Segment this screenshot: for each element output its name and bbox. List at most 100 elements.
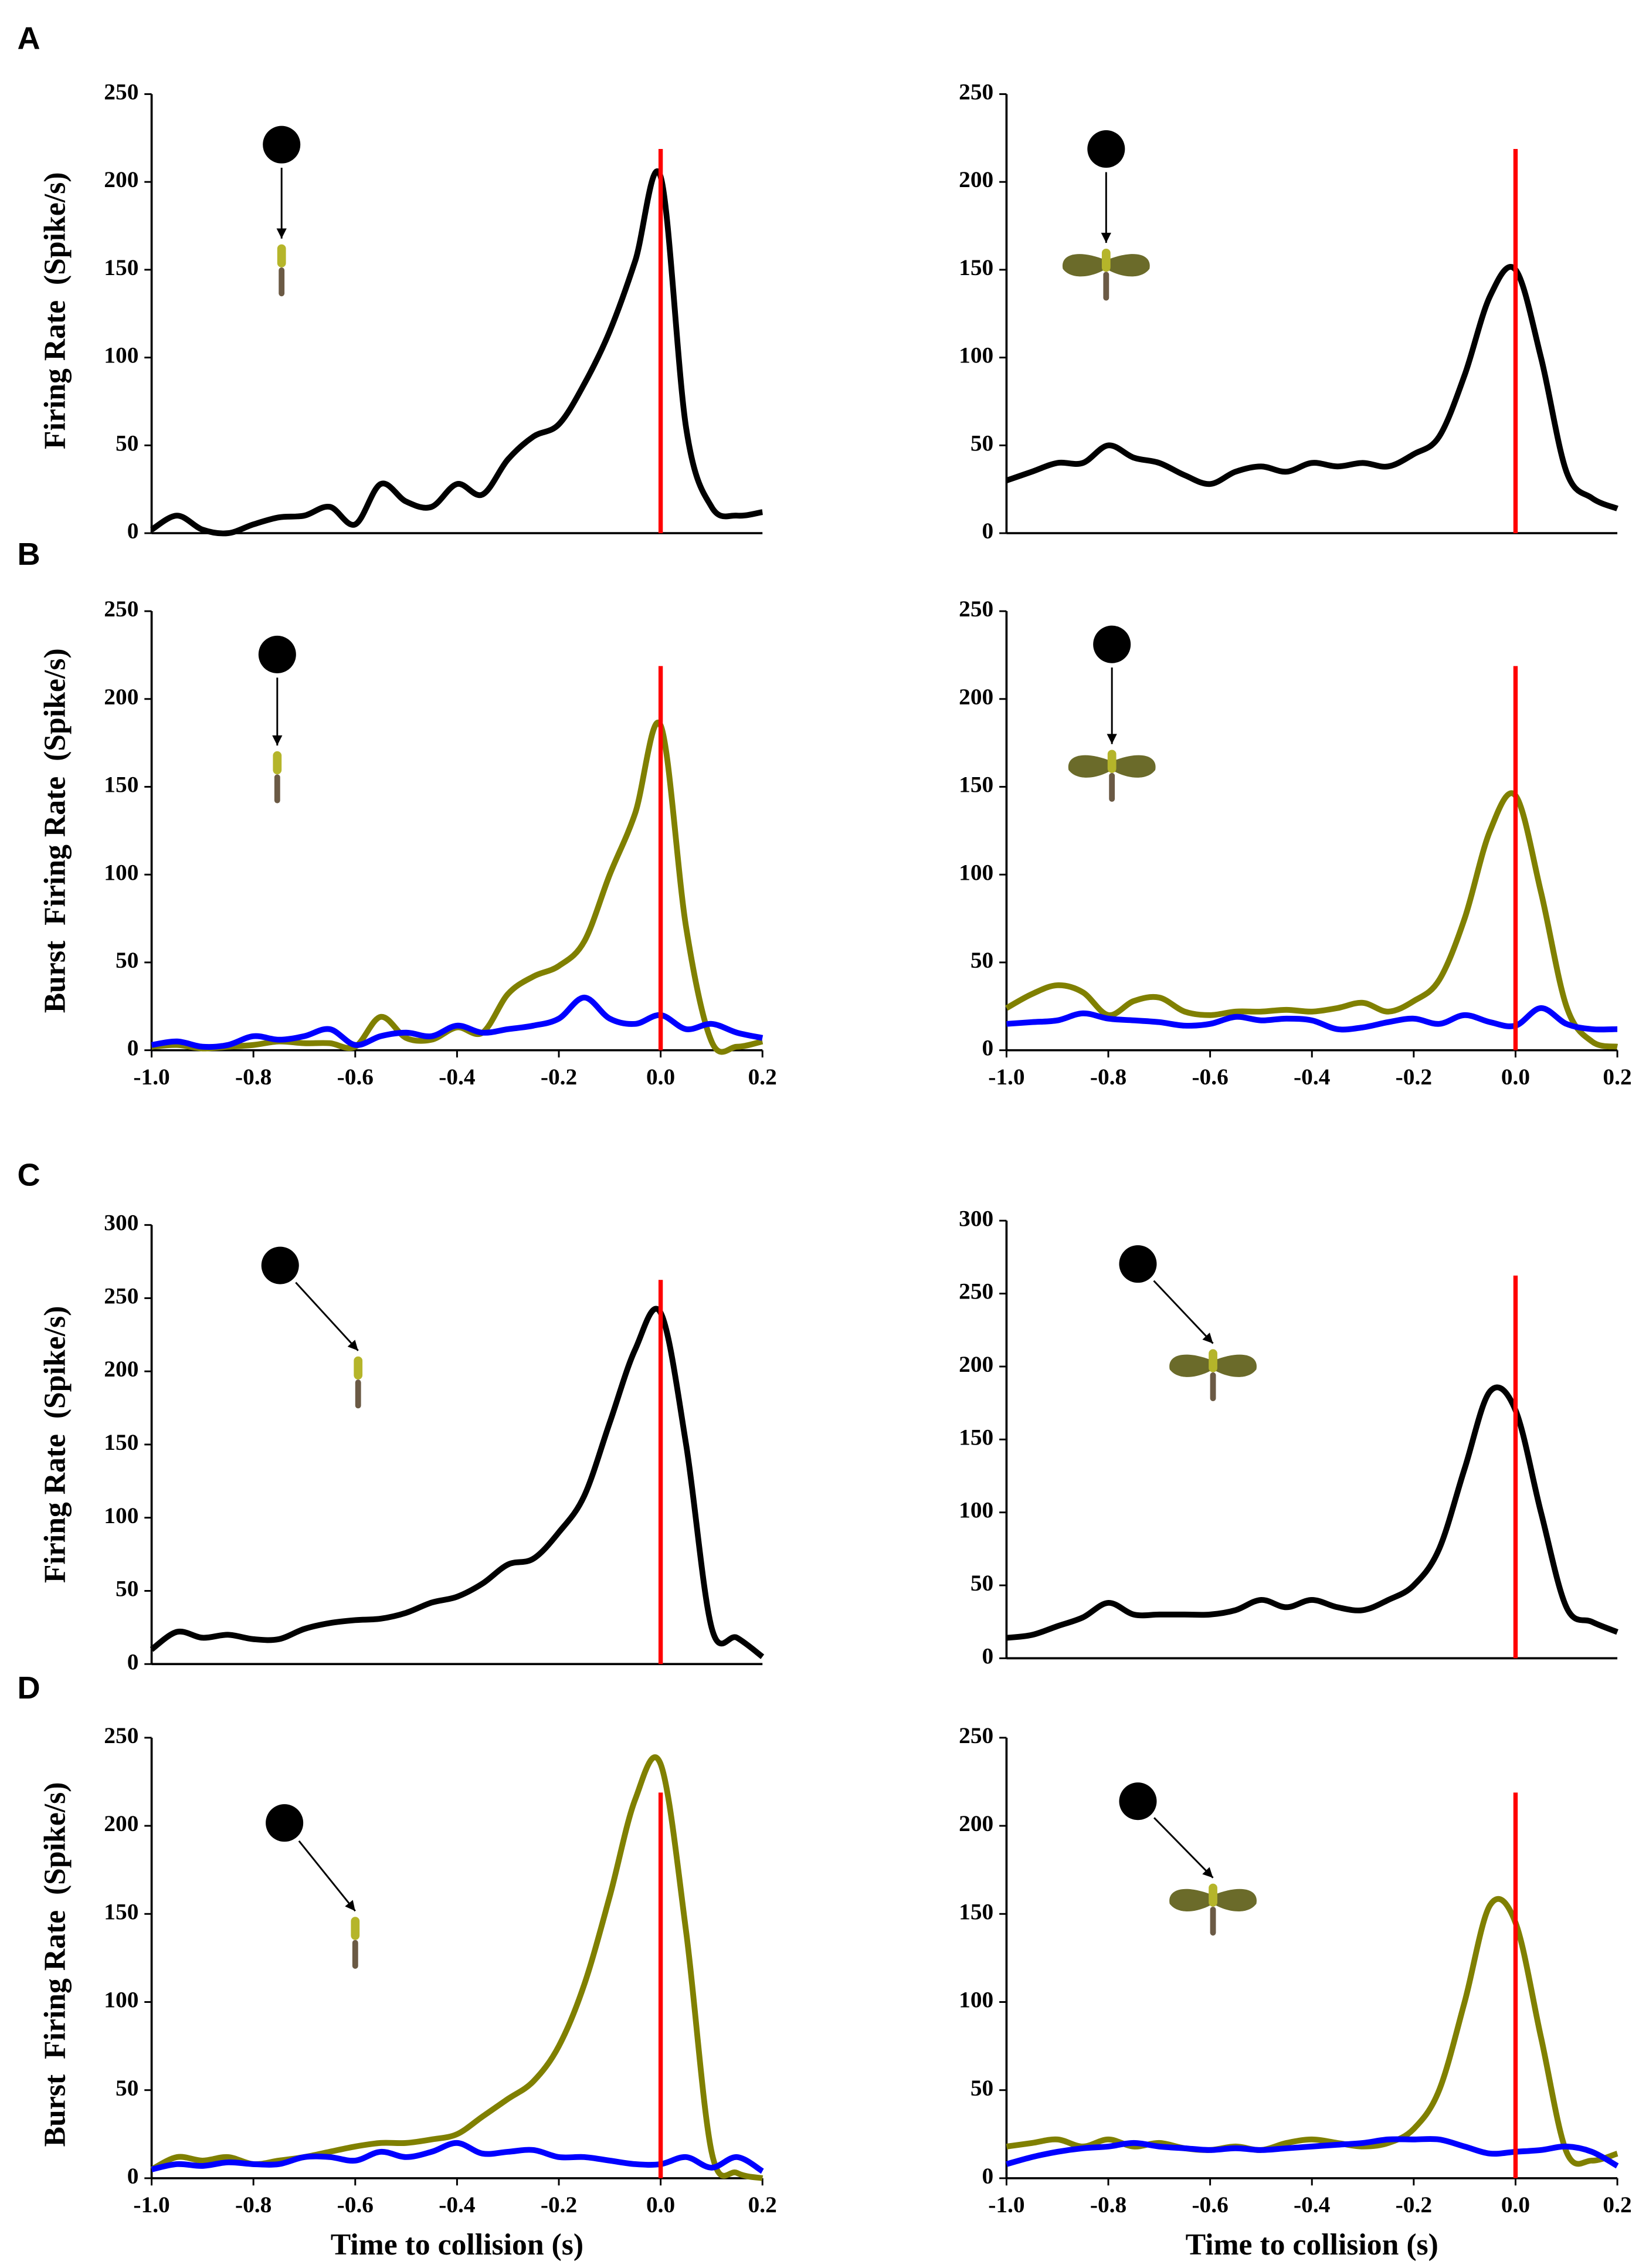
ball — [1087, 130, 1125, 168]
y-tick-label: 100 — [104, 1987, 138, 2013]
insect-body — [1101, 248, 1111, 272]
wing — [1112, 755, 1156, 778]
arrow-head — [1202, 1333, 1213, 1344]
x-tick-label: -0.2 — [541, 1064, 577, 1090]
y-tick-label: 100 — [959, 343, 993, 368]
y-tick-label: 150 — [104, 255, 138, 280]
y-tick-label: 200 — [959, 167, 993, 192]
series-line — [1006, 1384, 1618, 1641]
arrow-head — [345, 1900, 355, 1911]
arrow-head — [1107, 734, 1117, 744]
y-tick-label: 200 — [959, 684, 993, 710]
y-tick-label: 100 — [104, 859, 138, 885]
x-tick-label: 0.2 — [748, 1064, 777, 1090]
arrow-head — [1101, 232, 1111, 243]
x-tick-label: -0.2 — [541, 2192, 577, 2218]
panel-label: D — [18, 1670, 40, 1706]
y-tick-label: 0 — [127, 1035, 139, 1061]
y-tick-label: 0 — [982, 1643, 994, 1669]
y-tick-label: 50 — [970, 947, 993, 973]
x-tick-label: 0.0 — [1501, 1064, 1530, 1090]
wing — [1068, 755, 1112, 778]
y-tick-label: 150 — [959, 1424, 993, 1450]
y-tick-label: 250 — [104, 79, 138, 105]
wing — [1169, 1354, 1213, 1377]
y-tick-label: 200 — [104, 684, 138, 710]
y-tick-label: 50 — [116, 1576, 138, 1602]
x-tick-label: 0.0 — [646, 2192, 675, 2218]
x-tick-label: 0.0 — [646, 1064, 675, 1090]
wing — [1213, 1889, 1257, 1912]
x-axis-label: Time to collision (s) — [1186, 2228, 1438, 2262]
x-tick-label: -0.8 — [1090, 1064, 1126, 1090]
y-tick-label: 0 — [127, 1649, 139, 1674]
y-tick-label: 250 — [959, 596, 993, 622]
x-tick-label: -0.8 — [235, 1064, 272, 1090]
ball — [261, 1246, 299, 1284]
insect-abdomen — [1210, 1906, 1216, 1936]
y-tick-label: 200 — [959, 1351, 993, 1377]
arrow-head — [272, 735, 283, 746]
y-axis-label: Burst Firing Rate (Spike/s) — [38, 1782, 72, 2147]
y-tick-label: 300 — [959, 1205, 993, 1231]
y-tick-label: 150 — [959, 255, 993, 280]
y-tick-label: 250 — [959, 79, 993, 105]
x-axis-label: Time to collision (s) — [331, 2228, 583, 2262]
y-tick-label: 0 — [982, 518, 994, 544]
y-tick-label: 300 — [104, 1210, 138, 1236]
y-tick-label: 100 — [104, 1503, 138, 1528]
insect-abdomen — [1103, 272, 1109, 301]
panel-label: C — [18, 1158, 40, 1193]
panel-label: A — [18, 21, 40, 56]
insect-body — [277, 244, 286, 267]
y-axis-label: Firing Rate (Spike/s) — [38, 1306, 72, 1584]
x-tick-label: -0.2 — [1396, 1064, 1432, 1090]
insect-abdomen — [352, 1940, 358, 1969]
x-tick-label: -0.8 — [1090, 2192, 1126, 2218]
wing — [1062, 254, 1107, 277]
panel-label: B — [18, 537, 40, 572]
y-tick-label: 250 — [104, 596, 138, 622]
series-line — [1006, 1896, 1618, 2167]
y-tick-label: 200 — [104, 1356, 138, 1382]
y-axis-label: Firing Rate (Spike/s) — [38, 172, 72, 450]
series-line — [151, 994, 763, 1050]
y-tick-label: 50 — [970, 2075, 993, 2101]
x-tick-label: -0.4 — [439, 2192, 475, 2218]
arrow — [295, 1282, 359, 1351]
insect-body — [1209, 1883, 1217, 1907]
x-tick-label: -0.4 — [1294, 1064, 1330, 1090]
ball — [1093, 625, 1131, 663]
y-tick-label: 0 — [127, 518, 139, 544]
y-tick-label: 150 — [959, 1899, 993, 1924]
x-tick-label: 0.2 — [1603, 1064, 1631, 1090]
insect-body — [1209, 1349, 1217, 1372]
y-tick-label: 200 — [104, 1811, 138, 1836]
series-line — [150, 168, 763, 537]
x-tick-label: -0.8 — [235, 2192, 272, 2218]
x-tick-label: -1.0 — [133, 1064, 169, 1090]
y-tick-label: 50 — [970, 430, 993, 456]
y-tick-label: 100 — [959, 1497, 993, 1523]
y-tick-label: 100 — [104, 343, 138, 368]
series-line — [150, 1754, 763, 2181]
insect-body — [351, 1917, 360, 1940]
y-tick-label: 50 — [116, 2075, 138, 2101]
x-tick-label: -0.4 — [439, 1064, 475, 1090]
wing — [1169, 1889, 1213, 1912]
x-tick-label: 0.0 — [1501, 2192, 1530, 2218]
ball — [266, 1804, 304, 1842]
ball — [1119, 1245, 1157, 1283]
y-tick-label: 50 — [116, 430, 138, 456]
y-axis-label: Burst Firing Rate (Spike/s) — [38, 648, 72, 1013]
y-tick-label: 150 — [104, 1899, 138, 1924]
x-tick-label: -1.0 — [988, 2192, 1024, 2218]
insect-body — [1107, 750, 1117, 773]
x-tick-label: -0.6 — [337, 2192, 374, 2218]
x-tick-label: -0.6 — [1192, 1064, 1228, 1090]
y-tick-label: 250 — [959, 1723, 993, 1748]
insect-body — [273, 751, 282, 775]
y-tick-label: 200 — [104, 167, 138, 192]
y-tick-label: 0 — [127, 2163, 139, 2189]
